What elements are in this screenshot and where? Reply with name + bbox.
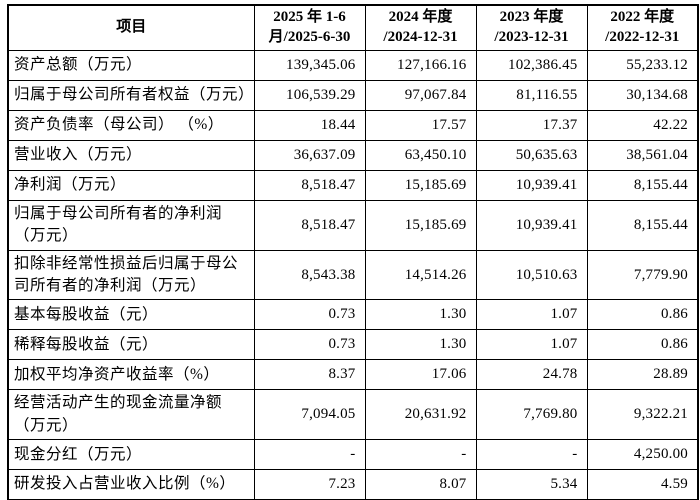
- cell-value: 63,450.10: [364, 139, 477, 171]
- header-period-2022: 2022 年度 /2022-12-31: [586, 4, 699, 51]
- header-period-2024: 2024 年度 /2024-12-31: [364, 4, 477, 51]
- cell-value: 8.37: [253, 359, 366, 391]
- cell-value: 8,518.47: [253, 169, 366, 201]
- row-label: 营业收入（万元）: [7, 139, 255, 171]
- cell-value: 1.30: [364, 299, 477, 331]
- cell-value: 106,539.29: [253, 79, 366, 111]
- cell-value: 8,518.47: [253, 199, 366, 251]
- table-body: 资产总额（万元） 139,345.06 127,166.16 102,386.4…: [7, 49, 699, 500]
- table-row-net-profit: 净利润（万元） 8,518.47 15,185.69 10,939.41 8,1…: [7, 169, 699, 201]
- cell-value: 8,155.44: [586, 169, 699, 201]
- row-label: 基本每股收益（元）: [7, 299, 255, 331]
- cell-value: 0.86: [586, 329, 699, 361]
- cell-value: 102,386.45: [475, 49, 588, 81]
- cell-value: 5.34: [475, 469, 588, 500]
- cell-value: 7,779.90: [586, 249, 699, 301]
- cell-value: 0.86: [586, 299, 699, 331]
- cell-value: 4,250.00: [586, 439, 699, 471]
- cell-value: 10,939.41: [475, 199, 588, 251]
- cell-value: 20,631.92: [364, 389, 477, 441]
- row-label: 稀释每股收益（元）: [7, 329, 255, 361]
- row-label: 现金分红（万元）: [7, 439, 255, 471]
- table-header: 项目 2025 年 1-6 月/2025-6-30 2024 年度 /2024-…: [7, 4, 699, 51]
- cell-value: 55,233.12: [586, 49, 699, 81]
- cell-value: 9,322.21: [586, 389, 699, 441]
- row-label: 净利润（万元）: [7, 169, 255, 201]
- cell-value: 97,067.84: [364, 79, 477, 111]
- row-label: 归属于母公司所有者权益（万元）: [7, 79, 255, 111]
- cell-value: 14,514.26: [364, 249, 477, 301]
- cell-value: 8,543.38: [253, 249, 366, 301]
- cell-value: 38,561.04: [586, 139, 699, 171]
- table-row-debt-ratio: 资产负债率（母公司） （%） 18.44 17.57 17.37 42.22: [7, 109, 699, 141]
- cell-value: -: [475, 439, 588, 471]
- table-row-parent-net-profit: 归属于母公司所有者的净利润 （万元） 8,518.47 15,185.69 10…: [7, 199, 699, 251]
- cell-value: -: [253, 439, 366, 471]
- cell-value: 1.07: [475, 329, 588, 361]
- cell-value: -: [364, 439, 477, 471]
- cell-value: 10,939.41: [475, 169, 588, 201]
- table-row-parent-equity: 归属于母公司所有者权益（万元） 106,539.29 97,067.84 81,…: [7, 79, 699, 111]
- row-label: 资产总额（万元）: [7, 49, 255, 81]
- cell-value: 0.73: [253, 299, 366, 331]
- table-row-revenue: 营业收入（万元） 36,637.09 63,450.10 50,635.63 3…: [7, 139, 699, 171]
- cell-value: 36,637.09: [253, 139, 366, 171]
- cell-value: 50,635.63: [475, 139, 588, 171]
- cell-value: 139,345.06: [253, 49, 366, 81]
- row-label: 资产负债率（母公司） （%）: [7, 109, 255, 141]
- row-label: 经营活动产生的现金流量净额 （万元）: [7, 389, 255, 441]
- row-label: 归属于母公司所有者的净利润 （万元）: [7, 199, 255, 251]
- header-row: 项目 2025 年 1-6 月/2025-6-30 2024 年度 /2024-…: [7, 4, 699, 51]
- table-row-diluted-eps: 稀释每股收益（元） 0.73 1.30 1.07 0.86: [7, 329, 699, 361]
- cell-value: 127,166.16: [364, 49, 477, 81]
- cell-value: 81,116.55: [475, 79, 588, 111]
- header-item: 项目: [7, 4, 255, 51]
- cell-value: 24.78: [475, 359, 588, 391]
- table-row-weighted-roe: 加权平均净资产收益率（%） 8.37 17.06 24.78 28.89: [7, 359, 699, 391]
- cell-value: 0.73: [253, 329, 366, 361]
- header-period-2023: 2023 年度 /2023-12-31: [475, 4, 588, 51]
- cell-value: 18.44: [253, 109, 366, 141]
- cell-value: 17.57: [364, 109, 477, 141]
- cell-value: 4.59: [586, 469, 699, 500]
- cell-value: 1.07: [475, 299, 588, 331]
- row-label: 加权平均净资产收益率（%）: [7, 359, 255, 391]
- cell-value: 7.23: [253, 469, 366, 500]
- cell-value: 15,185.69: [364, 199, 477, 251]
- table-row-basic-eps: 基本每股收益（元） 0.73 1.30 1.07 0.86: [7, 299, 699, 331]
- table-row-operating-cash-flow: 经营活动产生的现金流量净额 （万元） 7,094.05 20,631.92 7,…: [7, 389, 699, 441]
- cell-value: 8.07: [364, 469, 477, 500]
- table-row-total-assets: 资产总额（万元） 139,345.06 127,166.16 102,386.4…: [7, 49, 699, 81]
- table-row-cash-dividend: 现金分红（万元） - - - 4,250.00: [7, 439, 699, 471]
- cell-value: 8,155.44: [586, 199, 699, 251]
- cell-value: 42.22: [586, 109, 699, 141]
- cell-value: 17.06: [364, 359, 477, 391]
- cell-value: 17.37: [475, 109, 588, 141]
- table-row-deducted-net-profit: 扣除非经常性损益后归属于母公 司所有者的净利润（万元） 8,543.38 14,…: [7, 249, 699, 301]
- row-label: 扣除非经常性损益后归属于母公 司所有者的净利润（万元）: [7, 249, 255, 301]
- header-period-2025: 2025 年 1-6 月/2025-6-30: [253, 4, 366, 51]
- cell-value: 1.30: [364, 329, 477, 361]
- cell-value: 15,185.69: [364, 169, 477, 201]
- cell-value: 7,094.05: [253, 389, 366, 441]
- cell-value: 28.89: [586, 359, 699, 391]
- table-row-rd-ratio: 研发投入占营业收入比例（%） 7.23 8.07 5.34 4.59: [7, 469, 699, 500]
- cell-value: 10,510.63: [475, 249, 588, 301]
- financial-indicators-table: 项目 2025 年 1-6 月/2025-6-30 2024 年度 /2024-…: [7, 4, 699, 500]
- row-label: 研发投入占营业收入比例（%）: [7, 469, 255, 500]
- cell-value: 7,769.80: [475, 389, 588, 441]
- cell-value: 30,134.68: [586, 79, 699, 111]
